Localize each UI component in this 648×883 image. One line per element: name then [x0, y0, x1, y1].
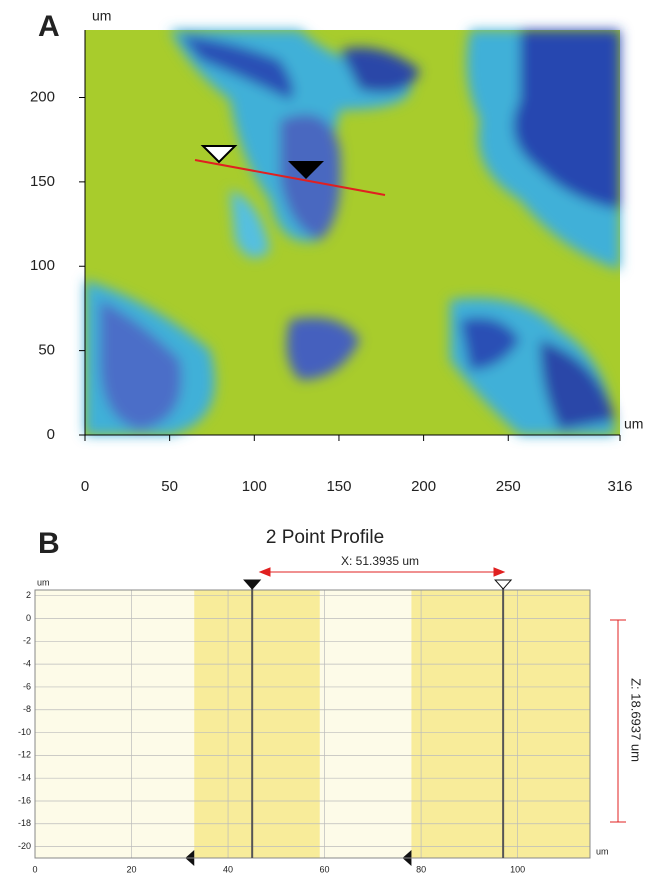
y-unit: um — [92, 8, 111, 24]
x-tick-label: 80 — [416, 864, 426, 874]
y-tick-label: -2 — [23, 636, 31, 646]
x-tick-label: 150 — [326, 478, 351, 495]
y-tick-label: -10 — [18, 727, 31, 737]
y-tick-label: 200 — [30, 88, 55, 105]
y-tick-label: -16 — [18, 795, 31, 805]
cursor-marker — [243, 579, 262, 590]
y-tick-label: -8 — [23, 704, 31, 714]
x-tick-label: 100 — [510, 864, 525, 874]
highlight-band — [411, 590, 590, 858]
panel-label: A — [38, 10, 60, 43]
x-unit: um — [624, 416, 643, 432]
x-distance-label: X: 51.3935 um — [341, 554, 419, 568]
chart-title: 2 Point Profile — [266, 527, 384, 548]
y-tick-label: 0 — [47, 426, 55, 443]
z-distance-label: Z: 18.6937 um — [629, 678, 644, 762]
y-tick-label: 150 — [30, 173, 55, 190]
x-tick-label: 100 — [242, 478, 267, 495]
x-tick-label: 0 — [81, 478, 89, 495]
x-tick-label: 250 — [496, 478, 521, 495]
x-unit: um — [596, 846, 609, 856]
x-distance-arrow — [258, 567, 506, 577]
x-tick-label: 50 — [161, 478, 178, 495]
y-tick-label: 0 — [26, 613, 31, 623]
highlight-band — [194, 590, 320, 858]
y-tick-label: -12 — [18, 750, 31, 760]
y-unit: um — [37, 577, 50, 587]
x-tick-label: 0 — [32, 864, 37, 874]
x-tick-label: 60 — [320, 864, 330, 874]
cursor-marker — [494, 579, 513, 590]
y-tick-label: -6 — [23, 681, 31, 691]
x-tick-label: 20 — [127, 864, 137, 874]
y-tick-label: -4 — [23, 659, 31, 669]
x-tick-label: 40 — [223, 864, 233, 874]
x-tick-label: 200 — [411, 478, 436, 495]
y-tick-label: -20 — [18, 841, 31, 851]
z-distance-arrow — [610, 619, 626, 823]
x-tick-label: 316 — [607, 478, 632, 495]
height-map — [85, 30, 620, 435]
panel-label: B — [38, 527, 60, 560]
y-tick-label: 100 — [30, 257, 55, 274]
y-tick-label: -18 — [18, 818, 31, 828]
y-tick-label: -14 — [18, 773, 31, 783]
y-tick-label: 50 — [38, 342, 55, 359]
plot-frame — [34, 589, 591, 859]
y-tick-label: 2 — [26, 590, 31, 600]
